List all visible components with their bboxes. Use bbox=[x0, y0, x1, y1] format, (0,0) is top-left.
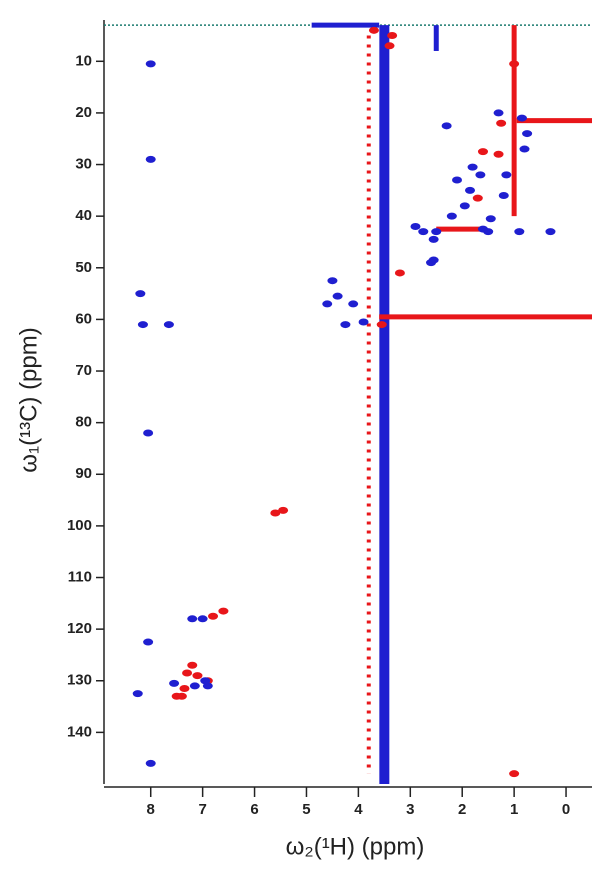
peak bbox=[197, 615, 208, 623]
peak bbox=[472, 194, 483, 202]
peak bbox=[446, 212, 457, 220]
peak bbox=[145, 60, 156, 68]
y-tick-label: 120 bbox=[67, 620, 92, 637]
y-tick-label: 10 bbox=[75, 52, 92, 69]
peak bbox=[376, 321, 387, 329]
peak bbox=[459, 202, 470, 210]
peak bbox=[519, 145, 530, 153]
peak bbox=[431, 228, 442, 236]
peak bbox=[137, 321, 148, 329]
y-tick-label: 50 bbox=[75, 259, 92, 276]
y-axis-label: ω₁(¹³C) (ppm) bbox=[15, 327, 42, 472]
x-tick-label: 2 bbox=[458, 801, 466, 818]
peak bbox=[179, 685, 190, 692]
peak bbox=[387, 31, 398, 39]
peak bbox=[145, 759, 156, 767]
y-tick-label: 100 bbox=[67, 517, 92, 534]
peak bbox=[384, 42, 395, 50]
y-tick-label: 80 bbox=[75, 414, 92, 431]
peak bbox=[394, 269, 405, 277]
peak bbox=[192, 672, 203, 680]
peak bbox=[509, 60, 520, 68]
x-tick-label: 3 bbox=[406, 801, 414, 818]
peak bbox=[218, 607, 229, 615]
peak bbox=[516, 114, 527, 122]
peak bbox=[465, 186, 475, 194]
peak bbox=[187, 661, 198, 669]
peak bbox=[322, 300, 333, 308]
y-tick-label: 20 bbox=[75, 104, 92, 121]
y-tick-label: 130 bbox=[67, 672, 92, 689]
x-tick-label: 5 bbox=[302, 801, 310, 818]
peak bbox=[452, 176, 463, 184]
peak bbox=[441, 122, 452, 130]
peak bbox=[428, 235, 439, 243]
peak bbox=[187, 615, 198, 623]
y-tick-label: 40 bbox=[75, 207, 92, 224]
peak bbox=[477, 225, 488, 233]
peak bbox=[493, 109, 504, 117]
peak bbox=[410, 222, 421, 230]
peak bbox=[348, 300, 359, 308]
peak bbox=[477, 148, 488, 156]
x-tick-label: 7 bbox=[198, 801, 206, 818]
peak bbox=[143, 429, 154, 437]
peak bbox=[143, 638, 154, 646]
peak bbox=[332, 292, 343, 300]
peak bbox=[163, 321, 174, 329]
y-tick-label: 90 bbox=[75, 465, 92, 482]
peak bbox=[208, 612, 219, 620]
x-tick-label: 6 bbox=[250, 801, 258, 818]
peak bbox=[358, 318, 369, 326]
peak bbox=[169, 679, 180, 687]
y-tick-label: 110 bbox=[68, 568, 92, 585]
peak bbox=[135, 290, 146, 298]
peak bbox=[514, 228, 525, 236]
peak bbox=[340, 321, 351, 329]
x-tick-label: 1 bbox=[510, 801, 518, 818]
peak bbox=[278, 506, 289, 514]
peak bbox=[368, 26, 379, 34]
peak bbox=[475, 171, 486, 179]
peak bbox=[426, 259, 437, 267]
x-tick-label: 8 bbox=[147, 801, 155, 818]
peak bbox=[182, 669, 193, 677]
peak bbox=[418, 228, 429, 236]
y-tick-label: 60 bbox=[75, 310, 92, 327]
peak bbox=[498, 192, 509, 200]
peak bbox=[496, 119, 507, 127]
peak bbox=[132, 690, 143, 698]
x-tick-label: 0 bbox=[562, 801, 570, 818]
peak bbox=[501, 171, 512, 179]
peak bbox=[327, 277, 338, 285]
peak bbox=[485, 215, 496, 223]
peak bbox=[467, 163, 478, 171]
peak bbox=[509, 770, 520, 778]
peak bbox=[171, 692, 182, 700]
peak bbox=[270, 509, 281, 517]
peak bbox=[200, 677, 211, 685]
peak bbox=[189, 682, 200, 690]
peak bbox=[145, 155, 156, 163]
y-tick-label: 140 bbox=[67, 723, 92, 740]
x-axis-label: ω₂(¹H) (ppm) bbox=[286, 833, 425, 860]
peak bbox=[493, 150, 504, 158]
y-tick-label: 70 bbox=[75, 362, 92, 379]
peak bbox=[522, 130, 533, 138]
y-tick-label: 30 bbox=[75, 156, 92, 173]
x-tick-label: 4 bbox=[354, 801, 363, 818]
peak bbox=[545, 228, 556, 236]
